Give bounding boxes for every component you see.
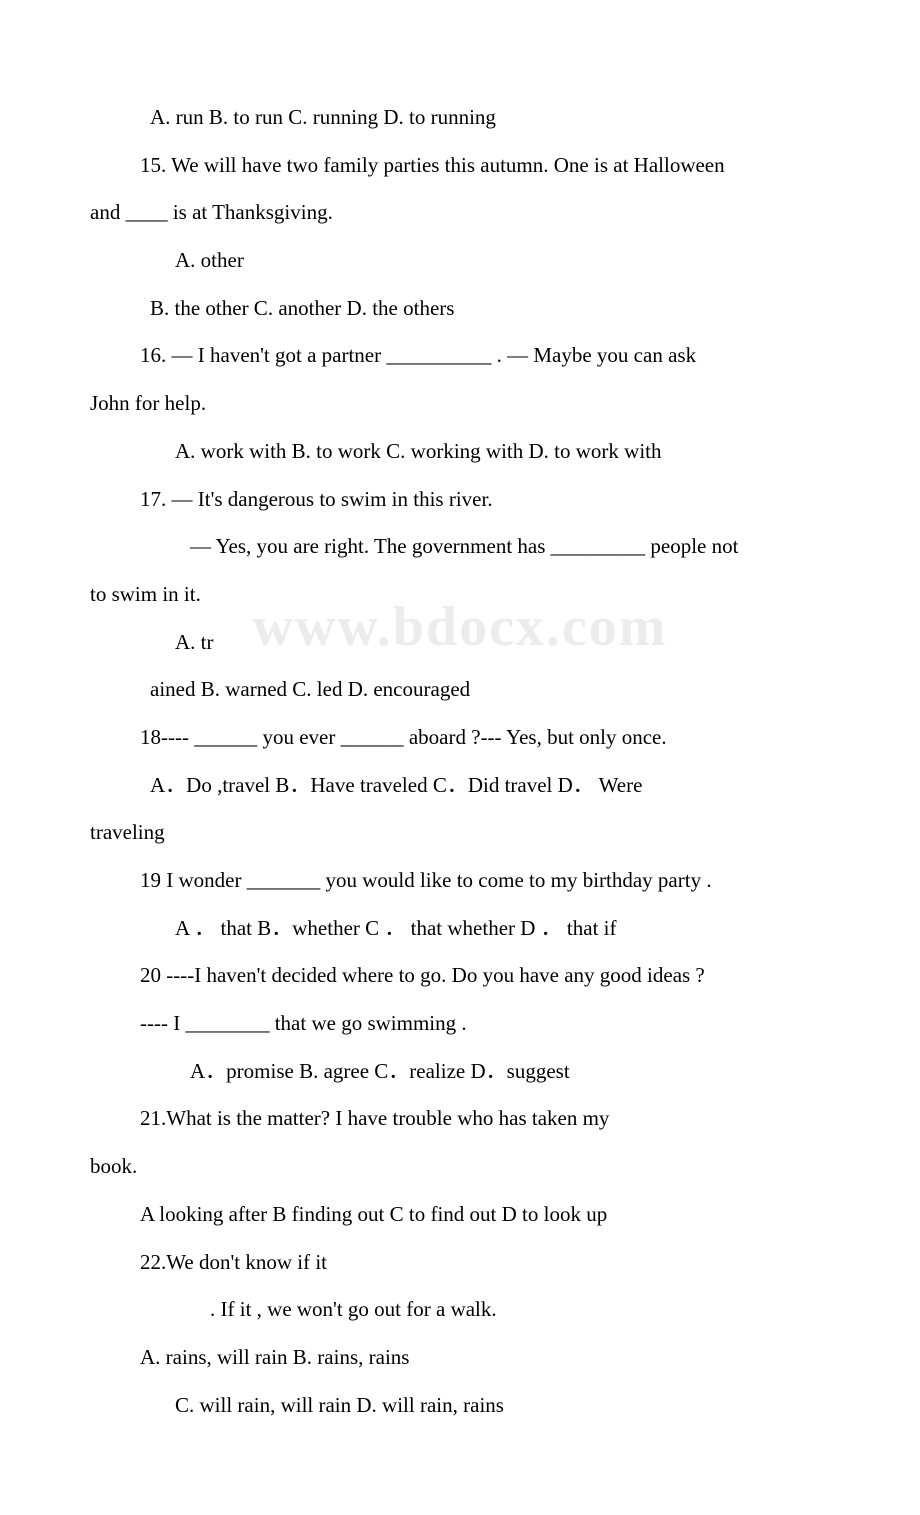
question-16-line1: 16. — I haven't got a partner __________…: [90, 338, 830, 374]
question-17-line2: — Yes, you are right. The government has…: [90, 529, 830, 565]
question-18-options-part2: traveling: [90, 815, 830, 851]
question-20-line2: ---- I ________ that we go swimming .: [90, 1006, 830, 1042]
question-22-options-cd: C. will rain, will rain D. will rain, ra…: [90, 1388, 830, 1424]
question-17-options-rest: ained B. warned C. led D. encouraged: [90, 672, 830, 708]
question-14-options: A. run B. to run C. running D. to runnin…: [90, 100, 830, 136]
question-22-line1: 22.We don't know if it: [90, 1245, 830, 1281]
question-20-options: A．promise B. agree C．realize D．suggest: [90, 1054, 830, 1090]
question-17-option-a-part1: A. tr: [90, 625, 830, 661]
question-18-line1: 18---- ______ you ever ______ aboard ?--…: [90, 720, 830, 756]
question-16-line2: John for help.: [90, 386, 830, 422]
question-15-option-a: A. other: [90, 243, 830, 279]
question-21-line1: 21.What is the matter? I have trouble wh…: [90, 1101, 830, 1137]
question-22-options-ab: A. rains, will rain B. rains, rains: [90, 1340, 830, 1376]
question-21-line2: book.: [90, 1149, 830, 1185]
question-20-line1: 20 ----I haven't decided where to go. Do…: [90, 958, 830, 994]
question-22-line2: . If it , we won't go out for a walk.: [90, 1292, 830, 1328]
question-17-line3: to swim in it.: [90, 577, 830, 613]
question-16-options: A. work with B. to work C. working with …: [90, 434, 830, 470]
question-15-line1: 15. We will have two family parties this…: [90, 148, 830, 184]
question-15-options-rest: B. the other C. another D. the others: [90, 291, 830, 327]
question-21-options: A looking after B finding out C to find …: [90, 1197, 830, 1233]
question-18-options-part1: A．Do ,travel B．Have traveled C．Did trave…: [90, 768, 830, 804]
question-19-options: A ． that B．whether C ． that whether D ． …: [90, 911, 830, 947]
question-19-line1: 19 I wonder _______ you would like to co…: [90, 863, 830, 899]
document-content: A. run B. to run C. running D. to runnin…: [90, 100, 830, 1423]
question-17-line1: 17. — It's dangerous to swim in this riv…: [90, 482, 830, 518]
question-15-line2: and ____ is at Thanksgiving.: [90, 195, 830, 231]
